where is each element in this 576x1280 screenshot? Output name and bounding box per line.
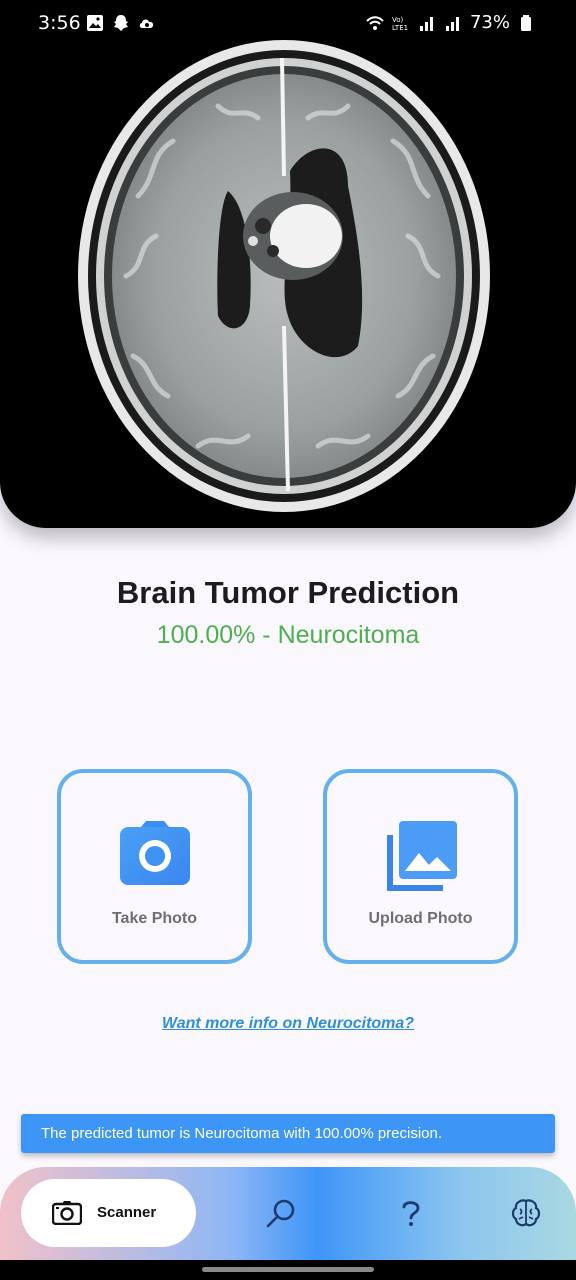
help-icon[interactable] (395, 1197, 427, 1229)
status-bar: 3:56 Vo) LTE1 73% (0, 0, 576, 48)
signal-icon (445, 16, 459, 31)
brain-icon[interactable] (510, 1197, 542, 1229)
wifi-icon (366, 15, 384, 30)
svg-text:LTE1: LTE1 (392, 24, 408, 32)
bottom-navigation: Scanner (0, 1167, 576, 1260)
battery-percent: 73% (469, 12, 510, 33)
nav-scanner-tab[interactable]: Scanner (21, 1179, 196, 1247)
system-navigation-bar (0, 1260, 576, 1280)
take-photo-label: Take Photo (111, 910, 198, 927)
photo-library-icon (386, 821, 457, 891)
take-photo-button[interactable]: Take Photo (57, 769, 252, 964)
mri-image-header: 3:56 Vo) LTE1 73% (0, 0, 576, 528)
status-time: 3:56 (38, 12, 81, 34)
snapchat-icon (114, 15, 128, 31)
battery-icon (521, 14, 531, 31)
upload-photo-label: Upload Photo (368, 910, 473, 927)
nav-scanner-label: Scanner (97, 1204, 157, 1221)
volte-icon: Vo)LTE1 (392, 16, 408, 32)
prediction-result: 100.00% - Neurocitoma (156, 621, 420, 649)
upload-photo-button[interactable]: Upload Photo (323, 769, 518, 964)
snackbar-message: The predicted tumor is Neurocitoma with … (41, 1125, 443, 1142)
home-gesture-handle[interactable] (202, 1267, 374, 1272)
gallery-icon (87, 15, 103, 31)
svg-text:Vo): Vo) (392, 16, 404, 24)
more-info-link[interactable]: Want more info on Neurocitoma? (161, 1015, 415, 1032)
signal-icon (419, 16, 433, 31)
search-icon[interactable] (265, 1197, 297, 1229)
brain-mri-scan (78, 40, 490, 512)
page-title: Brain Tumor Prediction (116, 575, 460, 610)
camera-icon (119, 821, 190, 885)
scanner-camera-icon (52, 1201, 82, 1225)
cloud-icon (139, 19, 154, 28)
prediction-snackbar: The predicted tumor is Neurocitoma with … (21, 1114, 555, 1153)
